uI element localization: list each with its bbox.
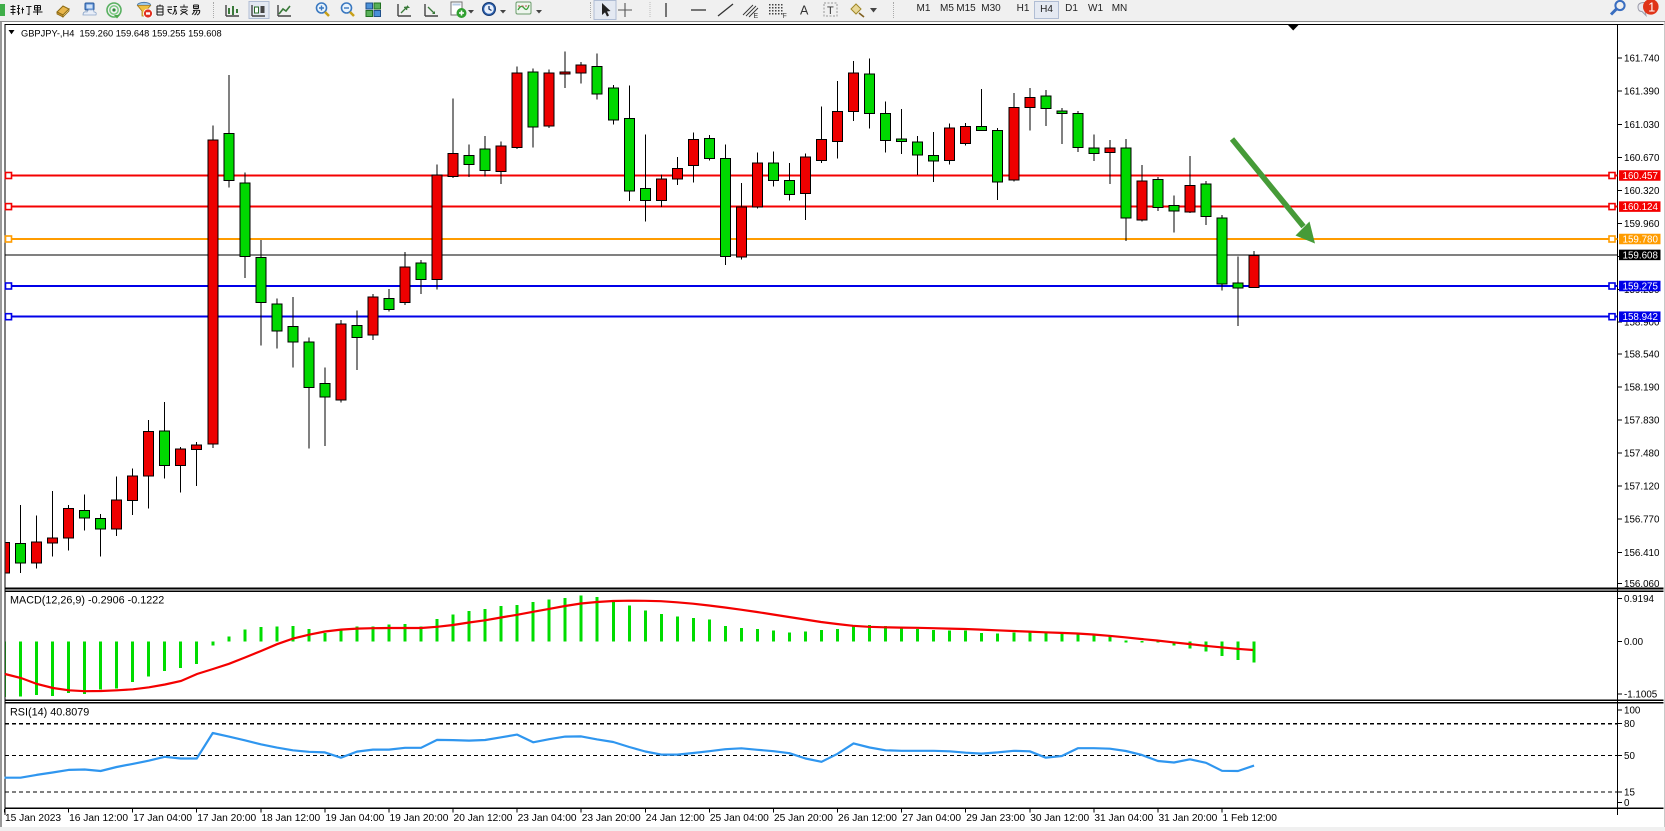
svg-text:1 Feb 12:00: 1 Feb 12:00 (1223, 813, 1278, 824)
svg-text:161.030: 161.030 (1624, 120, 1660, 131)
svg-text:15: 15 (1624, 788, 1635, 799)
svg-text:F: F (783, 13, 787, 20)
svg-text:159.780: 159.780 (1623, 235, 1659, 246)
svg-text:1: 1 (1648, 0, 1655, 14)
svg-text:GBPJPY-,H4 159.260 159.648 15: GBPJPY-,H4 159.260 159.648 159.255 159.6… (21, 29, 222, 39)
svg-text:25 Jan 04:00: 25 Jan 04:00 (710, 813, 769, 824)
svg-text:23 Jan 04:00: 23 Jan 04:00 (518, 813, 577, 824)
svg-text:31 Jan 04:00: 31 Jan 04:00 (1094, 813, 1153, 824)
svg-text:50: 50 (1624, 751, 1635, 762)
svg-text:E: E (754, 13, 759, 20)
svg-text:156.770: 156.770 (1624, 515, 1660, 526)
svg-text:0: 0 (1624, 798, 1630, 809)
svg-text:0.00: 0.00 (1624, 637, 1644, 648)
svg-text:17 Jan 04:00: 17 Jan 04:00 (133, 813, 192, 824)
svg-text:156.410: 156.410 (1624, 548, 1660, 559)
svg-text:A: A (800, 4, 809, 18)
svg-text:161.390: 161.390 (1624, 87, 1660, 98)
svg-text:158.942: 158.942 (1623, 312, 1658, 323)
svg-text:20 Jan 12:00: 20 Jan 12:00 (454, 813, 513, 824)
svg-text:16 Jan 12:00: 16 Jan 12:00 (69, 813, 128, 824)
svg-text:158.900: 158.900 (1624, 317, 1660, 328)
svg-text:100: 100 (1624, 706, 1641, 717)
svg-text:27 Jan 04:00: 27 Jan 04:00 (902, 813, 961, 824)
svg-text:157.480: 157.480 (1624, 449, 1660, 460)
svg-text:159.608: 159.608 (1623, 250, 1659, 261)
svg-text:19 Jan 20:00: 19 Jan 20:00 (389, 813, 448, 824)
svg-text:31 Jan 20:00: 31 Jan 20:00 (1158, 813, 1217, 824)
svg-text:159.960: 159.960 (1624, 219, 1660, 230)
svg-text:-1.1005: -1.1005 (1624, 690, 1658, 701)
svg-text:161.740: 161.740 (1624, 54, 1660, 65)
svg-text:80: 80 (1624, 719, 1635, 730)
svg-text:157.120: 157.120 (1624, 482, 1660, 493)
svg-text:160.457: 160.457 (1623, 171, 1658, 182)
svg-text:RSI(14) 40.8079: RSI(14) 40.8079 (10, 707, 89, 719)
svg-text:158.190: 158.190 (1624, 383, 1660, 394)
svg-text:159.275: 159.275 (1623, 282, 1659, 293)
svg-text:156.060: 156.060 (1624, 579, 1660, 590)
svg-text:157.830: 157.830 (1624, 416, 1660, 427)
svg-text:160.670: 160.670 (1624, 153, 1660, 164)
svg-text:30 Jan 12:00: 30 Jan 12:00 (1030, 813, 1089, 824)
svg-text:24 Jan 12:00: 24 Jan 12:00 (646, 813, 705, 824)
svg-text:26 Jan 12:00: 26 Jan 12:00 (838, 813, 897, 824)
svg-text:19 Jan 04:00: 19 Jan 04:00 (325, 813, 384, 824)
svg-text:29 Jan 23:00: 29 Jan 23:00 (966, 813, 1025, 824)
svg-text:0.9194: 0.9194 (1624, 594, 1655, 605)
svg-text:160.320: 160.320 (1624, 186, 1660, 197)
svg-text:158.540: 158.540 (1624, 350, 1660, 361)
svg-text:17 Jan 20:00: 17 Jan 20:00 (197, 813, 256, 824)
svg-text:T: T (827, 5, 834, 17)
svg-text:15 Jan 2023: 15 Jan 2023 (5, 813, 61, 824)
svg-text:25 Jan 20:00: 25 Jan 20:00 (774, 813, 833, 824)
svg-text:18 Jan 12:00: 18 Jan 12:00 (261, 813, 320, 824)
svg-text:23 Jan 20:00: 23 Jan 20:00 (582, 813, 641, 824)
svg-text:MACD(12,26,9) -0.2906 -0.1222: MACD(12,26,9) -0.2906 -0.1222 (10, 595, 164, 607)
svg-text:160.124: 160.124 (1623, 202, 1659, 213)
